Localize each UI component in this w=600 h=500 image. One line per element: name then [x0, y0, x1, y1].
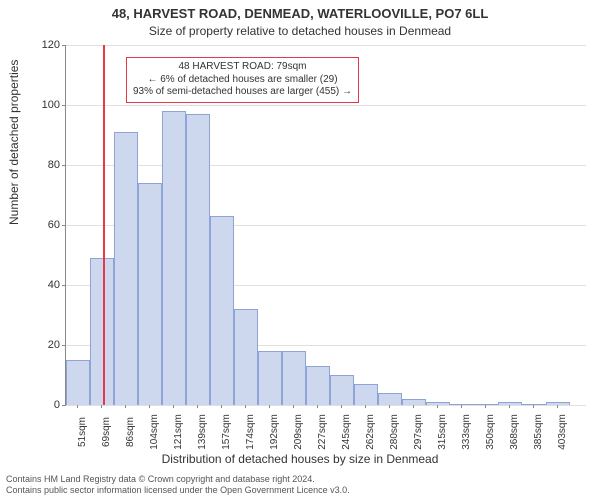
- y-axis-label: Number of detached properties: [7, 60, 21, 225]
- histogram-bar: [522, 404, 546, 405]
- x-tick-mark: [557, 405, 558, 408]
- x-tick-label: 297sqm: [413, 414, 424, 450]
- plot-area: 48 HARVEST ROAD: 79sqm ← 6% of detached …: [65, 45, 586, 406]
- x-axis-label: Distribution of detached houses by size …: [0, 452, 600, 466]
- x-tick-mark: [485, 405, 486, 408]
- histogram-bar: [330, 375, 354, 405]
- x-tick-mark: [389, 405, 390, 408]
- x-tick-label: 333sqm: [461, 414, 472, 450]
- x-tick-mark: [533, 405, 534, 408]
- footer-attribution: Contains HM Land Registry data © Crown c…: [6, 474, 594, 496]
- histogram-bar: [498, 402, 522, 405]
- y-tick-mark: [62, 225, 65, 226]
- x-tick-mark: [101, 405, 102, 408]
- property-marker-line: [103, 45, 105, 405]
- histogram-bar: [66, 360, 90, 405]
- gridline: [66, 165, 586, 166]
- histogram-bar: [378, 393, 402, 405]
- histogram-bar: [282, 351, 306, 405]
- histogram-bar: [186, 114, 210, 405]
- annotation-line-2: ← 6% of detached houses are smaller (29): [133, 74, 352, 87]
- x-tick-label: 192sqm: [269, 414, 280, 450]
- x-tick-label: 69sqm: [101, 417, 112, 447]
- annotation-line-1: 48 HARVEST ROAD: 79sqm: [133, 61, 352, 74]
- histogram-bar: [114, 132, 138, 405]
- histogram-bar: [546, 402, 570, 405]
- y-tick-mark: [62, 405, 65, 406]
- x-tick-label: 104sqm: [149, 414, 160, 450]
- annotation-line-3: 93% of semi-detached houses are larger (…: [133, 86, 352, 99]
- histogram-bar: [426, 402, 450, 405]
- histogram-bar: [474, 404, 498, 405]
- x-tick-mark: [197, 405, 198, 408]
- y-tick-mark: [62, 105, 65, 106]
- x-tick-label: 121sqm: [173, 414, 184, 450]
- footer-line-1: Contains HM Land Registry data © Crown c…: [6, 474, 594, 485]
- x-tick-mark: [77, 405, 78, 408]
- x-tick-mark: [365, 405, 366, 408]
- y-tick-mark: [62, 345, 65, 346]
- x-tick-mark: [413, 405, 414, 408]
- x-tick-label: 86sqm: [125, 417, 136, 447]
- x-tick-label: 315sqm: [437, 414, 448, 450]
- x-tick-label: 280sqm: [389, 414, 400, 450]
- x-tick-mark: [173, 405, 174, 408]
- x-tick-label: 174sqm: [245, 414, 256, 450]
- histogram-bar: [306, 366, 330, 405]
- chart-subtitle: Size of property relative to detached ho…: [0, 24, 600, 38]
- histogram-bar: [234, 309, 258, 405]
- y-tick-mark: [62, 45, 65, 46]
- histogram-bar: [258, 351, 282, 405]
- footer-line-2: Contains public sector information licen…: [6, 485, 594, 496]
- x-tick-mark: [293, 405, 294, 408]
- x-tick-label: 139sqm: [197, 414, 208, 450]
- x-tick-mark: [125, 405, 126, 408]
- x-tick-mark: [317, 405, 318, 408]
- x-tick-label: 209sqm: [293, 414, 304, 450]
- histogram-bar: [210, 216, 234, 405]
- x-tick-label: 350sqm: [485, 414, 496, 450]
- x-tick-mark: [341, 405, 342, 408]
- gridline: [66, 45, 586, 46]
- x-tick-mark: [149, 405, 150, 408]
- x-tick-label: 403sqm: [557, 414, 568, 450]
- histogram-bar: [402, 399, 426, 405]
- y-tick-mark: [62, 165, 65, 166]
- histogram-bar: [162, 111, 186, 405]
- histogram-bar: [90, 258, 114, 405]
- x-tick-mark: [245, 405, 246, 408]
- x-tick-mark: [269, 405, 270, 408]
- histogram-bar: [138, 183, 162, 405]
- x-tick-label: 51sqm: [77, 417, 88, 447]
- x-tick-label: 262sqm: [365, 414, 376, 450]
- x-tick-label: 385sqm: [533, 414, 544, 450]
- x-tick-mark: [221, 405, 222, 408]
- histogram-bar: [450, 404, 474, 405]
- chart-title-address: 48, HARVEST ROAD, DENMEAD, WATERLOOVILLE…: [0, 6, 600, 21]
- x-tick-label: 227sqm: [317, 414, 328, 450]
- gridline: [66, 105, 586, 106]
- x-tick-mark: [437, 405, 438, 408]
- x-tick-label: 245sqm: [341, 414, 352, 450]
- x-tick-mark: [509, 405, 510, 408]
- x-tick-label: 157sqm: [221, 414, 232, 450]
- x-tick-mark: [461, 405, 462, 408]
- x-tick-label: 368sqm: [509, 414, 520, 450]
- annotation-callout: 48 HARVEST ROAD: 79sqm ← 6% of detached …: [126, 57, 359, 103]
- histogram-bar: [354, 384, 378, 405]
- y-tick-mark: [62, 285, 65, 286]
